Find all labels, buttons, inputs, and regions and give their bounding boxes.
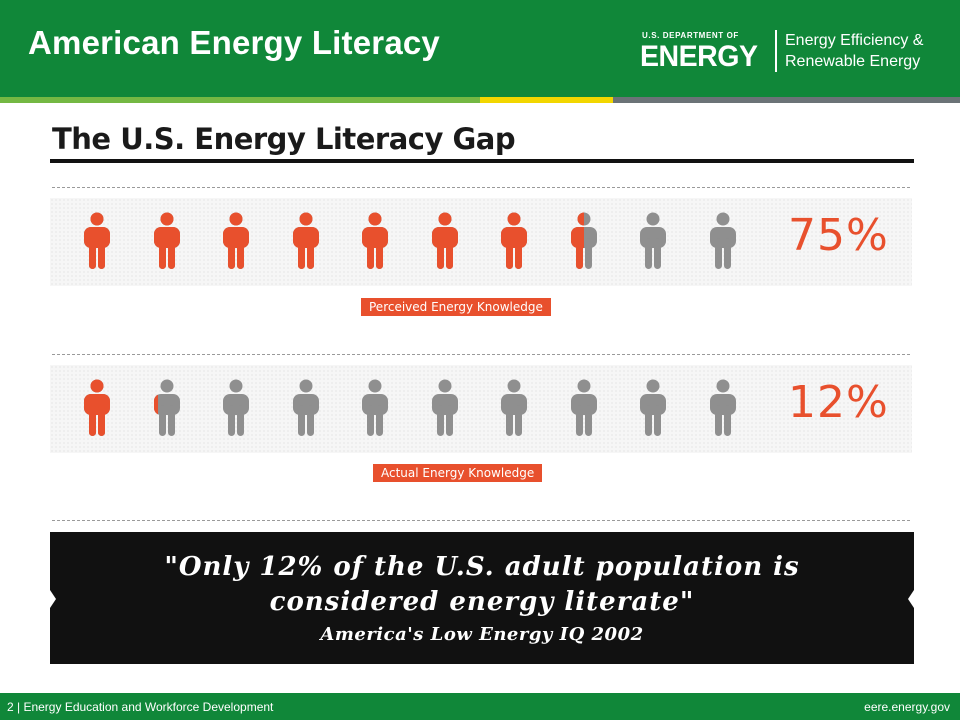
person-icon (501, 212, 527, 269)
header-stripe-green (0, 97, 480, 103)
person-icon (640, 379, 666, 436)
slide-header: American Energy Literacy U.S. DEPARTMENT… (0, 0, 960, 97)
infographic-title: The U.S. Energy Literacy Gap (52, 122, 516, 156)
logo-divider (775, 30, 777, 72)
divider (52, 187, 910, 188)
person-icon (84, 379, 110, 436)
logo-energy-text: ENERGY (640, 40, 758, 73)
energy-literacy-infographic: The U.S. Energy Literacy Gap 75% Perceiv… (48, 118, 916, 666)
logo-department-text: U.S. DEPARTMENT OF (642, 31, 739, 40)
logo-subtitle-line1: Energy Efficiency & (785, 32, 924, 49)
person-icon (292, 379, 319, 436)
perceived-knowledge-label: Perceived Energy Knowledge (361, 298, 551, 316)
quote-notch-right (908, 590, 914, 608)
actual-percent: 12% (788, 377, 889, 428)
person-icon (223, 379, 249, 436)
logo-subtitle-line2: Renewable Energy (785, 53, 921, 70)
perceived-percent: 75% (788, 210, 889, 261)
actual-knowledge-row: 12% (50, 365, 912, 453)
person-icon (570, 212, 597, 269)
person-icon (362, 212, 388, 269)
person-icon (84, 212, 110, 269)
slide-footer: 2 | Energy Education and Workforce Devel… (0, 693, 960, 720)
person-icon (640, 212, 666, 269)
person-icon (709, 212, 736, 269)
slide-title: American Energy Literacy (28, 24, 440, 61)
header-stripe-gray (613, 97, 960, 103)
footer-slide-info: 2 | Energy Education and Workforce Devel… (7, 700, 274, 714)
person-icon (362, 379, 388, 436)
person-icon (153, 379, 180, 436)
quote-notch-left (50, 590, 56, 608)
quote-source: America's Low Energy IQ 2002 (320, 624, 644, 645)
person-icon (431, 212, 458, 269)
header-stripe-yellow (480, 97, 613, 103)
quote-line-2: considered energy literate" (269, 587, 695, 617)
divider (52, 520, 910, 521)
person-icon (223, 212, 249, 269)
person-icon (153, 212, 180, 269)
footer-website: eere.energy.gov (864, 700, 950, 714)
perceived-knowledge-row: 75% (50, 198, 912, 286)
quote-line-1: "Only 12% of the U.S. adult population i… (164, 552, 800, 582)
person-icon (709, 379, 736, 436)
quote-box: "Only 12% of the U.S. adult population i… (50, 532, 914, 664)
title-underline (50, 159, 914, 163)
divider (52, 354, 910, 355)
person-icon (501, 379, 527, 436)
actual-knowledge-label: Actual Energy Knowledge (373, 464, 543, 482)
person-icon (292, 212, 319, 269)
person-icon (570, 379, 597, 436)
person-icon (431, 379, 458, 436)
